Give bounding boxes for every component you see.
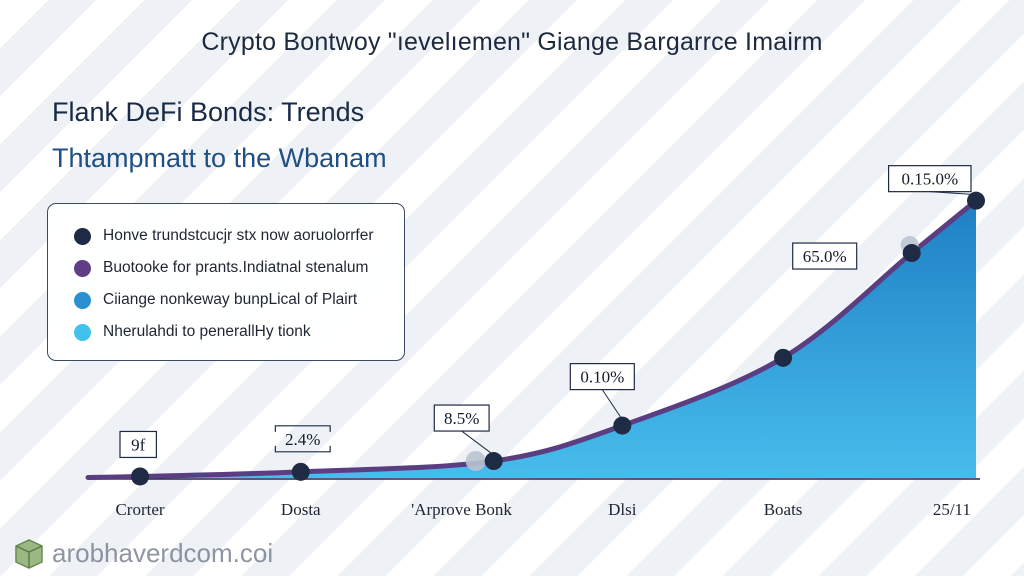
data-label-box [433, 404, 490, 432]
data-label: 0.10% [580, 368, 624, 387]
legend-item: Ciiange nonkeway bunpLical of Plairt [74, 288, 357, 312]
data-point [967, 191, 985, 210]
legend: Honve trundstcucjr stx now aoruolorrfer … [47, 203, 405, 361]
data-label: 9f [131, 435, 146, 454]
legend-label: Ciiange nonkeway bunpLical of Plairt [103, 291, 358, 308]
legend-label: Buotooke for prants.Indiatnal stenalum [103, 259, 369, 276]
legend-swatch [74, 323, 91, 341]
data-point [902, 244, 921, 263]
main-title: Crypto Bontwoy "ıevelıemen" Giange Barga… [201, 28, 823, 56]
x-tick-label: Boats [764, 500, 803, 519]
data-label-leader [601, 389, 623, 420]
data-point [613, 416, 632, 435]
data-label: 0.15.0% [901, 170, 958, 189]
chart-title: Flank DeFi Bonds: Trends [52, 97, 365, 127]
legend-item: Honve trundstcucjr stx now aoruolorrfer [74, 224, 374, 248]
data-label: 65.0% [803, 247, 847, 266]
data-label-box [792, 242, 858, 270]
legend-label: Honve trundstcucjr stx now aoruolorrfer [103, 227, 374, 244]
legend-item: Nherulahdi to penerallHy tionk [74, 320, 311, 344]
chart-subtitle: Thtampmatt to the Wbanam [52, 143, 387, 173]
box-logo-icon [15, 539, 43, 569]
series-line [85, 198, 979, 480]
legend-item: Buotooke for prants.Indiatnal stenalum [74, 256, 368, 280]
watermark: arobhaverdcom.coi [12, 535, 273, 571]
data-label: 8.5% [444, 409, 479, 428]
data-label-leader [929, 191, 977, 196]
legend-label: Nherulahdi to penerallHy tionk [103, 323, 311, 340]
data-point [131, 467, 149, 486]
data-label: 2.4% [285, 430, 320, 449]
data-point [484, 452, 503, 471]
data-label-box [119, 430, 158, 459]
data-point-halo [465, 451, 486, 472]
watermark-text: arobhaverdcom.coi [52, 537, 274, 568]
x-tick-label: 'Arprove Bonk [411, 500, 512, 519]
area-fill [88, 200, 976, 478]
x-tick-label: 25/11 [933, 500, 971, 519]
x-tick-label: Dlsi [608, 500, 637, 519]
x-tick-label: Dosta [281, 500, 321, 519]
data-label-leader [461, 430, 494, 456]
legend-swatch [74, 259, 91, 277]
data-label-box [274, 425, 331, 453]
legend-swatch [74, 291, 91, 309]
legend-swatch [74, 227, 91, 245]
data-label-box [887, 165, 972, 193]
data-point [291, 462, 310, 481]
x-tick-label: Crorter [115, 500, 164, 519]
data-point [774, 348, 793, 367]
